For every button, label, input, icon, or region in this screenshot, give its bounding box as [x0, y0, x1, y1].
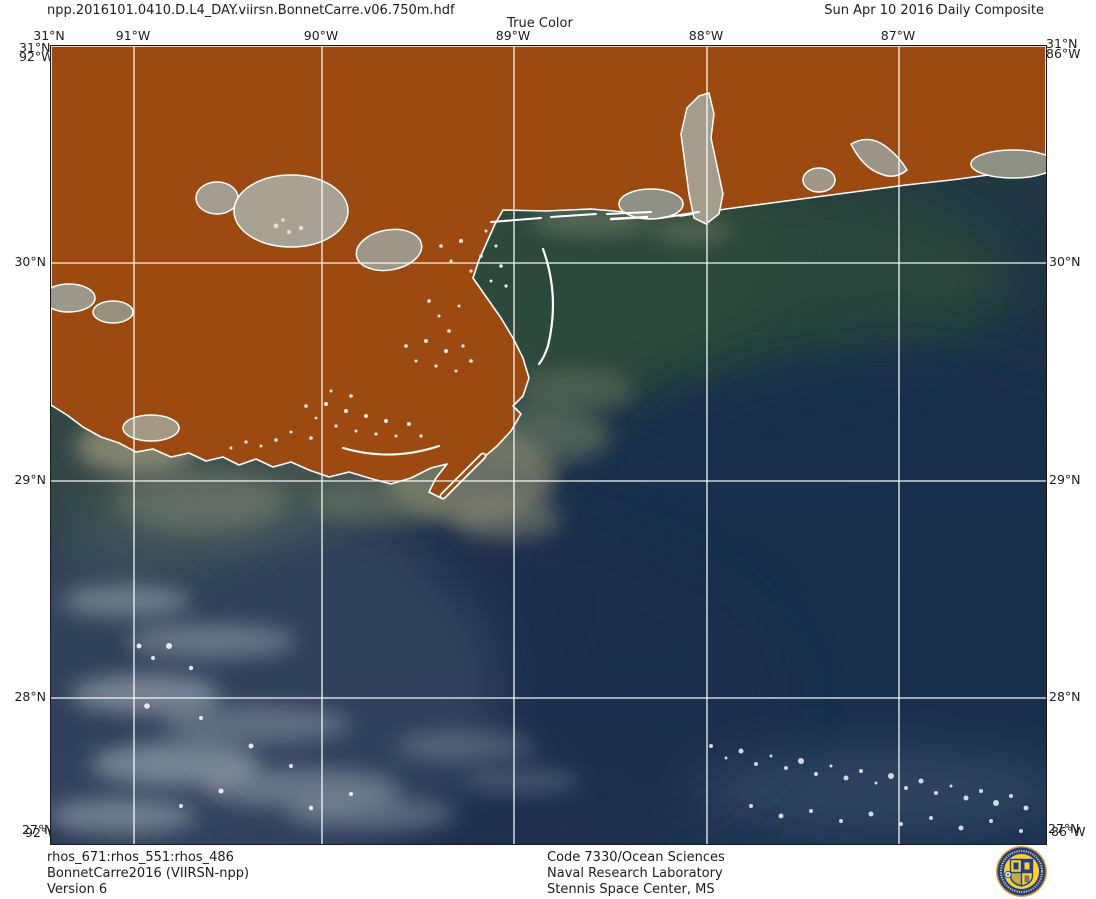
lake-cloud-specks [273, 218, 304, 234]
lake-maurepas [195, 181, 239, 215]
corner-label-top-right-lon: 86°W [1046, 46, 1081, 61]
footer-product-line3: Version 6 [47, 882, 108, 897]
lon-label-90w: 90°W [303, 28, 339, 43]
clouds [51, 496, 1046, 844]
atchafalaya-bay [122, 414, 180, 442]
mobile-bay [680, 92, 724, 225]
lon-label-91w: 91°W [115, 28, 151, 43]
pensacola-bay [850, 138, 908, 177]
mississippi-delta-spit [439, 452, 487, 500]
satellite-map [50, 45, 1047, 845]
lat-label-right-28n: 28°N [1049, 689, 1081, 704]
corner-label-bottom-left-lat: 27°N [22, 822, 54, 837]
date-label: Sun Apr 10 2016 Daily Composite [824, 3, 1044, 18]
corner-label-top-left-lat: 31°N [19, 40, 51, 55]
lake-borgne [355, 228, 423, 272]
nrl-seal-logo [995, 845, 1048, 898]
corner-label-top-left-lon: 92°W [19, 49, 54, 64]
corner-label-bottom-right-lat: 27°N [1048, 821, 1080, 836]
cote-blanche-bay [92, 300, 134, 324]
corner-label-bottom-right-lon: 86°W [1051, 824, 1086, 839]
lat-label-right-29n: 29°N [1049, 472, 1081, 487]
corner-label-top-right-lat: 31°N [1046, 36, 1078, 51]
map-title: True Color [507, 16, 573, 31]
chandeleur-islands [537, 247, 555, 366]
perdido-bay [802, 167, 836, 193]
marsh-speckles [229, 229, 508, 450]
footer-product-line2: BonnetCarre2016 (VIIRSN-npp) [47, 866, 250, 881]
vermilion-bay [51, 283, 96, 313]
lon-label-87w: 87°W [880, 28, 916, 43]
lake-pontchartrain [233, 174, 349, 248]
lat-label-left-30n: 30°N [14, 254, 46, 269]
top-axis-lat-label: 31°N [33, 28, 65, 43]
filename-label: npp.2016101.0410.D.L4_DAY.viirsn.BonnetC… [47, 3, 455, 18]
footer-product-line1: rhos_671:rhos_551:rhos_486 [47, 850, 234, 865]
lakes-and-bays [51, 92, 1046, 442]
lon-label-89w: 89°W [495, 28, 531, 43]
lat-label-left-29n: 29°N [14, 472, 46, 487]
gridlines [51, 46, 1046, 844]
footer-org-line2: Naval Research Laboratory [547, 866, 723, 881]
lat-label-left-28n: 28°N [14, 689, 46, 704]
choctawhatchee-bay [970, 149, 1046, 179]
lat-label-right-30n: 30°N [1049, 254, 1081, 269]
cumulus-field-southeast [709, 744, 1029, 833]
mississippi-sound-east [618, 188, 684, 220]
footer-org-line3: Stennis Space Center, MS [547, 882, 715, 897]
lon-label-88w: 88°W [688, 28, 724, 43]
footer-org-line1: Code 7330/Ocean Sciences [547, 850, 725, 865]
barrier-islands [342, 211, 700, 456]
